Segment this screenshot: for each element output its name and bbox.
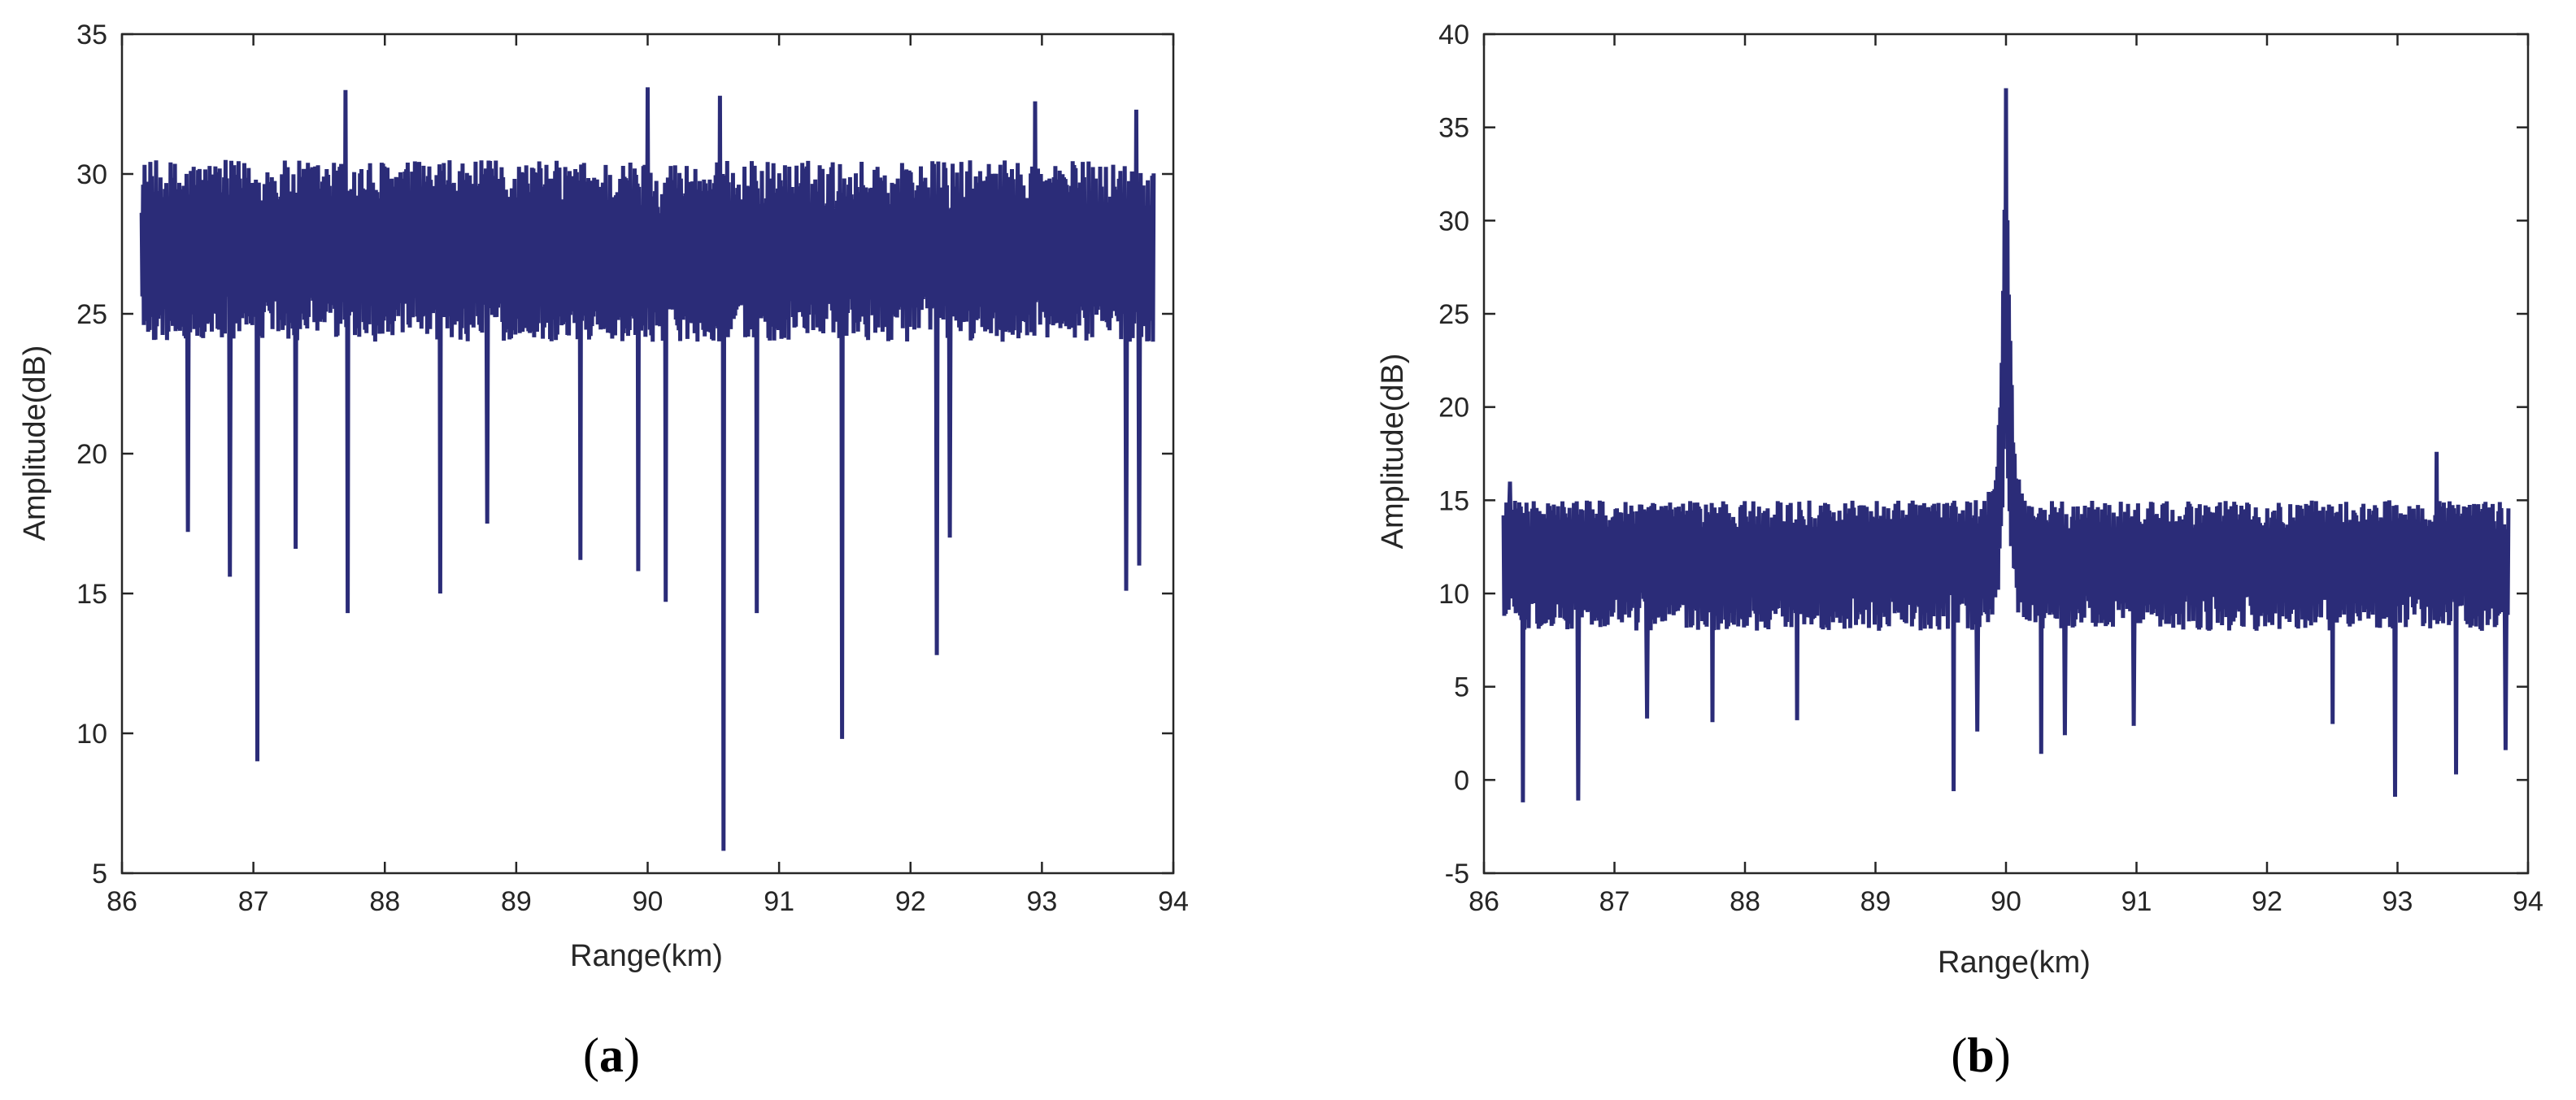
x-tick-label-a-3: 89 (501, 886, 532, 917)
x-tick-label-a-7: 93 (1026, 886, 1057, 917)
ticks-b: 86 87 88 89 90 91 92 93 94 -5 0 5 10 15 20 25 30 35 40 (1438, 20, 2543, 917)
y-tick-label-b-5: 20 (1438, 393, 1469, 424)
y-tick-label-a-0: 5 (92, 859, 107, 889)
plot-area-b (1482, 33, 2530, 875)
y-tick-label-b-3: 10 (1438, 579, 1469, 610)
x-tick-label-b-5: 91 (2121, 886, 2152, 917)
x-axis-label-b: Range(km) (1938, 946, 2091, 980)
series-line-a (139, 87, 1156, 851)
y-axis-label-a: Amplitude(dB) (18, 346, 52, 541)
chart-panel-b: 86 87 88 89 90 91 92 93 94 -5 0 5 10 15 20 25 30 35 40 Ran… (1376, 20, 2543, 1082)
x-tick-label-a-0: 86 (107, 886, 137, 917)
panel-letter-b: b (1967, 1028, 1994, 1082)
x-tick-label-a-8: 94 (1158, 886, 1189, 917)
ticks-a: 86 87 88 89 90 91 92 93 94 5 10 15 20 25 30 35 (76, 20, 1189, 917)
y-tick-label-a-1: 10 (76, 719, 107, 750)
x-tick-label-b-2: 88 (1730, 886, 1760, 917)
y-tick-label-a-2: 15 (76, 579, 107, 610)
y-tick-label-b-1: 0 (1454, 765, 1469, 796)
x-tick-label-b-0: 86 (1469, 886, 1499, 917)
y-tick-label-b-4: 15 (1438, 485, 1469, 516)
y-tick-label-a-3: 20 (76, 439, 107, 470)
y-tick-label-b-2: 5 (1454, 672, 1469, 703)
x-tick-label-a-4: 90 (633, 886, 664, 917)
y-tick-label-a-5: 30 (76, 159, 107, 190)
y-tick-label-a-6: 35 (76, 20, 107, 50)
x-tick-label-b-6: 92 (2252, 886, 2282, 917)
x-axis-label-a: Range(km) (570, 939, 723, 973)
x-tick-label-b-7: 93 (2382, 886, 2413, 917)
x-tick-label-b-8: 94 (2513, 886, 2543, 917)
y-tick-label-a-4: 25 (76, 299, 107, 330)
y-tick-label-b-0: -5 (1445, 859, 1469, 889)
x-tick-label-a-5: 91 (764, 886, 794, 917)
x-tick-label-b-1: 87 (1599, 886, 1630, 917)
panel-caption-a: (a) (583, 1028, 640, 1082)
x-tick-label-b-3: 89 (1860, 886, 1891, 917)
y-tick-label-b-8: 35 (1438, 113, 1469, 144)
panel-letter-a: a (599, 1028, 624, 1082)
chart-panel-a: 86 87 88 89 90 91 92 93 94 5 10 15 20 25 30 35 Range(km… (18, 20, 1189, 1082)
plot-area-a (120, 33, 1175, 875)
y-tick-label-b-6: 25 (1438, 299, 1469, 330)
y-axis-label-b: Amplitude(dB) (1376, 354, 1410, 550)
y-tick-label-b-7: 30 (1438, 206, 1469, 237)
x-tick-label-a-2: 88 (369, 886, 400, 917)
x-tick-label-b-4: 90 (1991, 886, 2021, 917)
panel-caption-b: (b) (1951, 1028, 2010, 1082)
x-tick-label-a-6: 92 (895, 886, 926, 917)
series-line-b (1501, 88, 2511, 802)
y-tick-label-b-9: 40 (1438, 20, 1469, 50)
x-tick-label-a-1: 87 (238, 886, 269, 917)
